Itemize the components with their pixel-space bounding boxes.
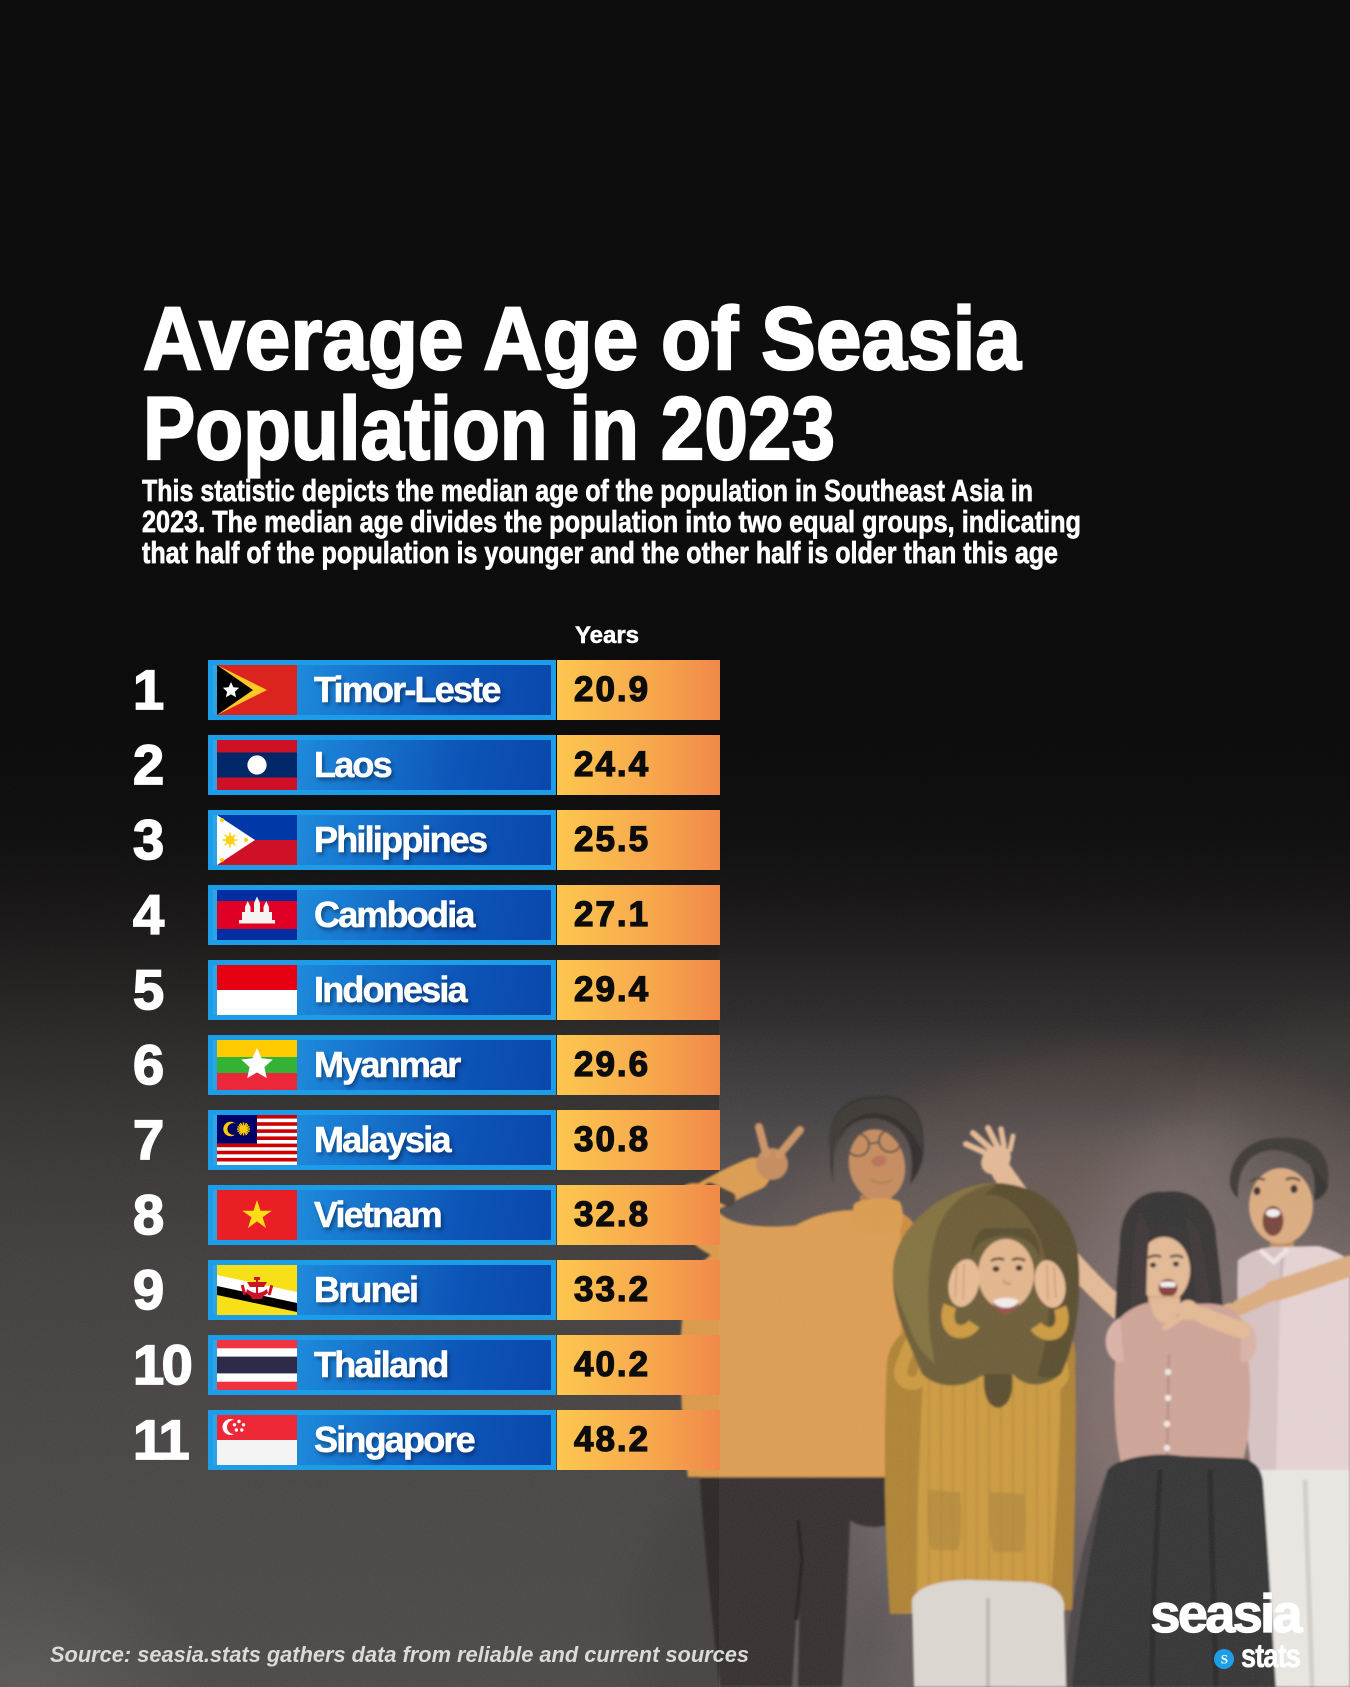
svg-text:S: S	[1221, 1652, 1228, 1667]
